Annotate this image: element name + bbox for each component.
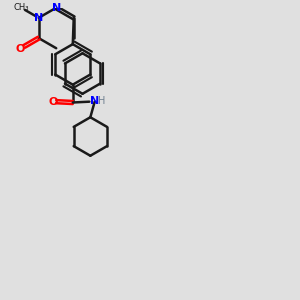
Text: N: N bbox=[90, 96, 99, 106]
Text: N: N bbox=[34, 13, 43, 23]
Text: H: H bbox=[98, 96, 105, 106]
Text: O: O bbox=[16, 44, 25, 54]
Text: CH₃: CH₃ bbox=[13, 3, 28, 12]
Text: O: O bbox=[49, 97, 58, 107]
Text: N: N bbox=[52, 3, 61, 13]
